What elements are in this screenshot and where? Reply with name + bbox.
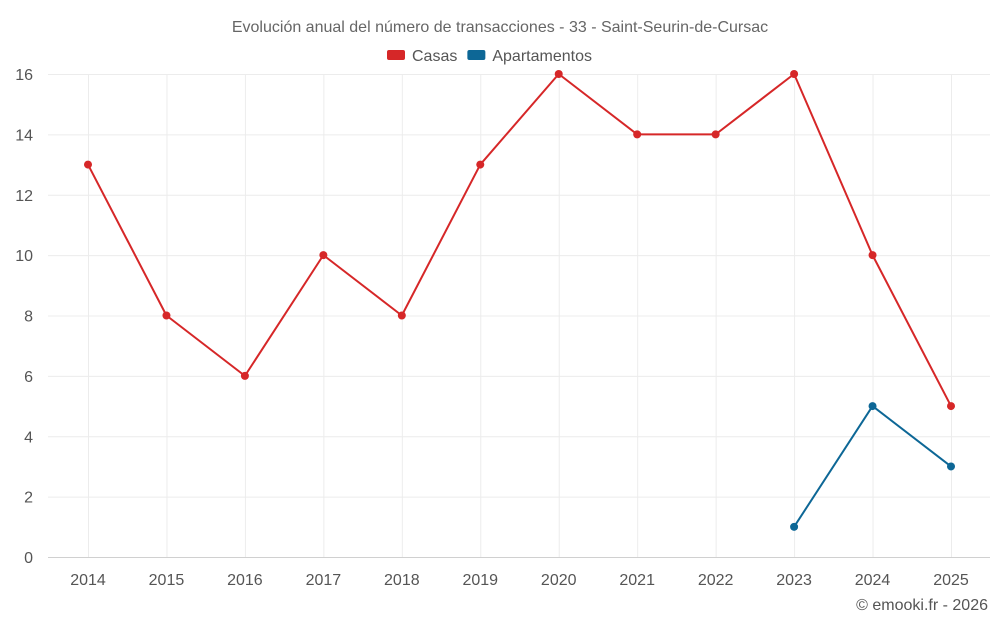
y-tick-label: 4 xyxy=(24,429,33,446)
y-tick-label: 6 xyxy=(24,369,33,386)
x-axis-ticks: 2014 2015 2016 2017 2018 2019 2020 2021 2022 2023… xyxy=(70,572,969,589)
series xyxy=(84,70,955,531)
y-tick-label: 16 xyxy=(15,67,33,84)
x-tick-label: 2016 xyxy=(227,572,263,589)
credit-text: © emooki.fr - 2026 xyxy=(856,597,988,614)
x-tick-label: 2017 xyxy=(306,572,342,589)
y-tick-label: 2 xyxy=(24,490,33,507)
y-tick-label: 10 xyxy=(15,248,33,265)
legend: Casas Apartamentos xyxy=(387,48,592,65)
legend-label: Apartamentos xyxy=(492,48,592,65)
series-apartamentos xyxy=(790,402,955,531)
legend-swatch xyxy=(387,50,405,60)
data-point[interactable] xyxy=(711,130,720,139)
y-axis-ticks: 0 2 4 6 8 10 12 14 16 xyxy=(15,67,33,567)
x-tick-label: 2019 xyxy=(462,572,498,589)
data-point[interactable] xyxy=(633,130,642,139)
x-tick-label: 2014 xyxy=(70,572,106,589)
data-point[interactable] xyxy=(868,402,877,411)
data-point[interactable] xyxy=(947,402,955,411)
y-tick-label: 0 xyxy=(24,550,33,567)
data-point[interactable] xyxy=(84,160,92,169)
x-tick-label: 2021 xyxy=(619,572,655,589)
series-line xyxy=(87,73,952,407)
x-tick-label: 2023 xyxy=(776,572,812,589)
legend-swatch xyxy=(467,50,486,60)
data-point[interactable] xyxy=(868,251,877,260)
x-tick-label: 2024 xyxy=(855,572,891,589)
data-point[interactable] xyxy=(162,311,171,320)
x-tick-label: 2015 xyxy=(149,572,185,589)
series-casas xyxy=(84,70,955,411)
data-point[interactable] xyxy=(476,160,485,169)
data-point[interactable] xyxy=(947,462,955,471)
data-point[interactable] xyxy=(554,70,563,78)
legend-item-apartamentos[interactable]: Apartamentos xyxy=(467,48,592,65)
data-point[interactable] xyxy=(240,371,249,380)
x-tick-label: 2018 xyxy=(384,572,420,589)
legend-label: Casas xyxy=(412,48,457,65)
x-tick-label: 2020 xyxy=(541,572,577,589)
y-tick-label: 8 xyxy=(24,309,33,326)
series-line xyxy=(793,405,952,528)
y-tick-label: 12 xyxy=(15,188,33,205)
x-tick-label: 2025 xyxy=(933,572,969,589)
x-tick-label: 2022 xyxy=(698,572,734,589)
y-tick-label: 14 xyxy=(15,127,33,144)
chart-title: Evolución anual del número de transaccio… xyxy=(232,19,768,36)
gridlines xyxy=(48,74,990,557)
data-point[interactable] xyxy=(790,70,799,78)
data-point[interactable] xyxy=(397,311,406,320)
data-point[interactable] xyxy=(790,522,799,531)
legend-item-casas[interactable]: Casas xyxy=(387,48,457,65)
data-point[interactable] xyxy=(319,251,328,260)
